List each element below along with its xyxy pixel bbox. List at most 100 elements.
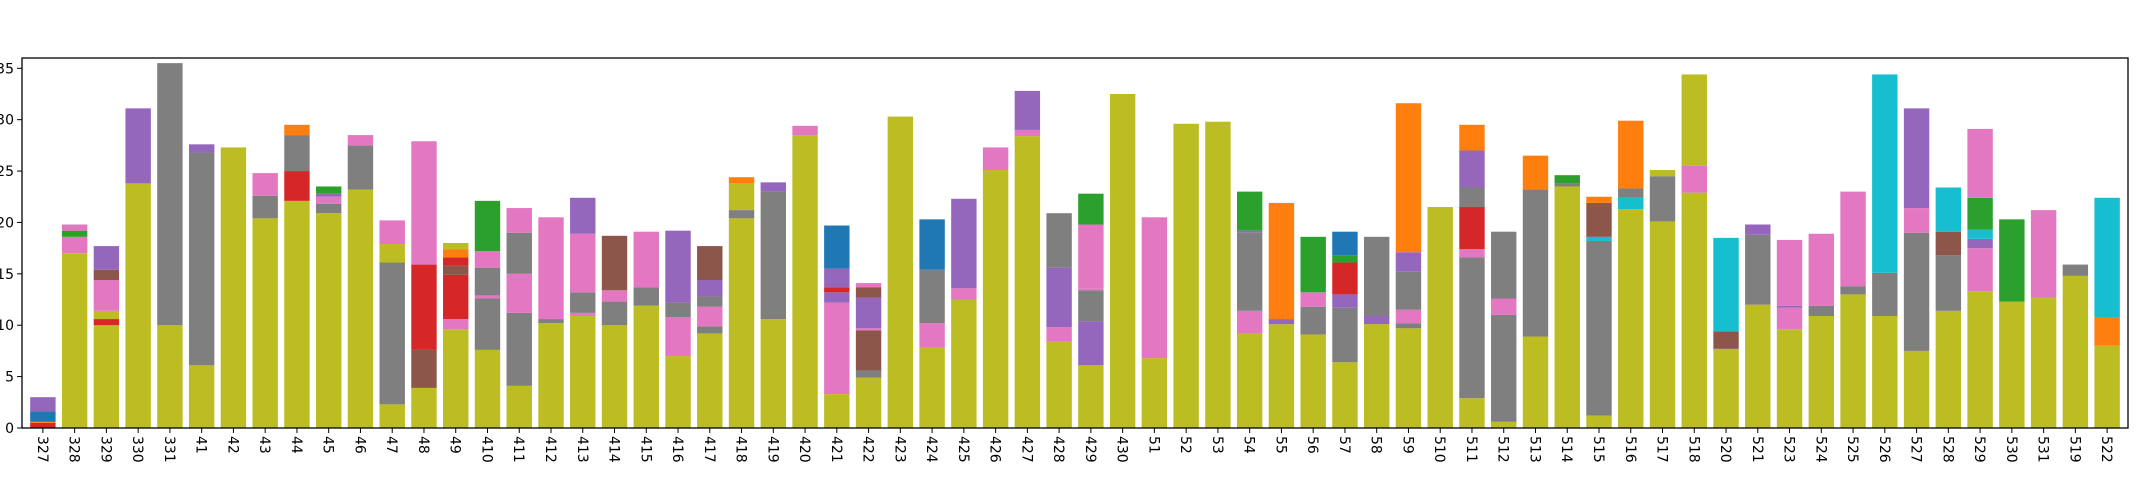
bar-segment-525-2 xyxy=(1840,191,1866,287)
bar-segment-529-4 xyxy=(1967,197,1993,230)
bar-segment-59-5 xyxy=(1395,103,1422,253)
bar-segment-328-3 xyxy=(61,224,88,231)
bar-segment-521-2 xyxy=(1745,224,1771,235)
bar-segment-329-4 xyxy=(93,269,120,280)
x-tick-label-411: 411 xyxy=(510,436,526,463)
bar-segment-410-3 xyxy=(474,267,501,296)
x-tick-label-41: 41 xyxy=(193,436,209,454)
bar-segment-48-2 xyxy=(411,264,437,350)
bar-segment-412-1 xyxy=(538,319,564,324)
bar-segment-51-0 xyxy=(1141,358,1168,428)
bar-segment-528-2 xyxy=(1935,231,1962,256)
bar-segment-426-1 xyxy=(982,147,1009,171)
bar-segment-47-0 xyxy=(379,404,405,428)
bar-segment-412-2 xyxy=(538,217,564,320)
bar-segment-424-0 xyxy=(919,347,945,428)
bar-segment-410-4 xyxy=(474,251,501,268)
x-tick-label-57: 57 xyxy=(1336,436,1352,454)
bar-segment-411-3 xyxy=(506,232,532,274)
bar-segment-428-1 xyxy=(1046,327,1072,342)
bar-segment-421-4 xyxy=(824,268,850,288)
bar-segment-415-0 xyxy=(633,305,659,428)
bar-segment-49-6 xyxy=(443,243,469,250)
bar-segment-427-2 xyxy=(1014,90,1041,130)
bar-segment-531-1 xyxy=(2030,210,2057,298)
bar-segment-429-2 xyxy=(1078,290,1104,322)
bar-segment-52-0 xyxy=(1173,123,1199,428)
y-tick-label: 30 xyxy=(0,113,14,129)
x-tick-label-516: 516 xyxy=(1622,436,1638,463)
bar-segment-429-5 xyxy=(1078,193,1104,225)
bar-segment-410-1 xyxy=(474,298,501,350)
bar-segment-511-5 xyxy=(1459,150,1485,188)
bar-segment-54-0 xyxy=(1236,333,1263,428)
bar-segment-45-3 xyxy=(315,193,342,197)
bar-segment-520-2 xyxy=(1713,237,1739,332)
bar-segment-518-1 xyxy=(1681,165,1707,193)
bar-segment-413-4 xyxy=(570,197,596,234)
bar-segment-57-3 xyxy=(1332,262,1358,295)
bar-segment-530-1 xyxy=(1999,219,2025,302)
bar-segment-59-0 xyxy=(1395,328,1422,428)
bar-segment-46-2 xyxy=(347,135,374,146)
bar-segment-49-3 xyxy=(443,265,469,275)
bar-segment-43-2 xyxy=(252,173,278,196)
bar-segment-513-0 xyxy=(1522,336,1549,428)
bar-segment-410-2 xyxy=(474,295,501,299)
bar-segment-523-3 xyxy=(1776,239,1803,306)
bar-segment-426-0 xyxy=(982,170,1009,428)
bar-segment-329-5 xyxy=(93,246,120,270)
bar-segment-414-1 xyxy=(601,301,628,326)
x-tick-label-47: 47 xyxy=(383,436,399,454)
x-tick-label-331: 331 xyxy=(161,436,177,463)
bar-segment-429-4 xyxy=(1078,224,1104,289)
bar-segment-510-0 xyxy=(1427,207,1453,428)
bar-segment-48-3 xyxy=(411,141,437,265)
bar-segment-514-0 xyxy=(1554,186,1580,428)
bar-segment-46-0 xyxy=(347,189,374,428)
bar-segment-57-4 xyxy=(1332,255,1358,263)
bar-segment-54-3 xyxy=(1236,230,1263,233)
x-tick-label-520: 520 xyxy=(1717,436,1733,463)
x-tick-label-419: 419 xyxy=(764,436,780,463)
bar-segment-413-1 xyxy=(570,312,596,316)
x-tick-label-428: 428 xyxy=(1050,436,1066,463)
bar-segment-57-5 xyxy=(1332,231,1358,256)
bar-segment-527-1 xyxy=(1903,232,1930,351)
bar-segment-522-0 xyxy=(2094,345,2120,428)
bar-segment-527-0 xyxy=(1903,350,1930,428)
bar-segment-531-0 xyxy=(2030,297,2057,428)
bar-segment-56-0 xyxy=(1300,334,1326,428)
bar-segment-526-1 xyxy=(1872,272,1898,316)
bar-segment-421-5 xyxy=(824,225,850,269)
x-tick-label-48: 48 xyxy=(415,436,431,454)
bar-segment-515-3 xyxy=(1586,202,1612,237)
bar-segment-414-2 xyxy=(601,290,628,302)
bar-segment-525-1 xyxy=(1840,286,1866,295)
y-tick-label: 15 xyxy=(0,267,14,283)
bar-segment-413-0 xyxy=(570,315,596,428)
bar-segment-523-2 xyxy=(1776,305,1803,308)
bar-segment-328-1 xyxy=(61,236,88,254)
bar-segment-517-1 xyxy=(1649,176,1676,222)
bar-segment-419-0 xyxy=(760,319,787,428)
x-tick-label-49: 49 xyxy=(447,436,463,454)
bar-segment-59-4 xyxy=(1395,252,1422,272)
bar-segment-414-0 xyxy=(601,325,628,428)
bar-segment-422-6 xyxy=(855,283,882,288)
bar-segment-43-0 xyxy=(252,218,278,428)
y-tick-label: 35 xyxy=(0,61,14,77)
bar-segment-511-3 xyxy=(1459,207,1485,250)
x-tick-label-530: 530 xyxy=(2003,436,2019,463)
x-tick-label-417: 417 xyxy=(701,436,717,463)
bar-segment-414-3 xyxy=(601,235,628,291)
bar-segment-55-0 xyxy=(1268,324,1295,428)
bar-segment-415-2 xyxy=(633,231,659,288)
x-tick-label-414: 414 xyxy=(606,436,622,463)
bar-segment-527-3 xyxy=(1903,108,1930,209)
x-tick-label-430: 430 xyxy=(1114,436,1130,463)
bar-segment-512-3 xyxy=(1491,231,1517,299)
bar-segment-54-4 xyxy=(1236,191,1263,231)
bar-segment-328-0 xyxy=(61,253,88,428)
x-tick-label-421: 421 xyxy=(828,436,844,463)
